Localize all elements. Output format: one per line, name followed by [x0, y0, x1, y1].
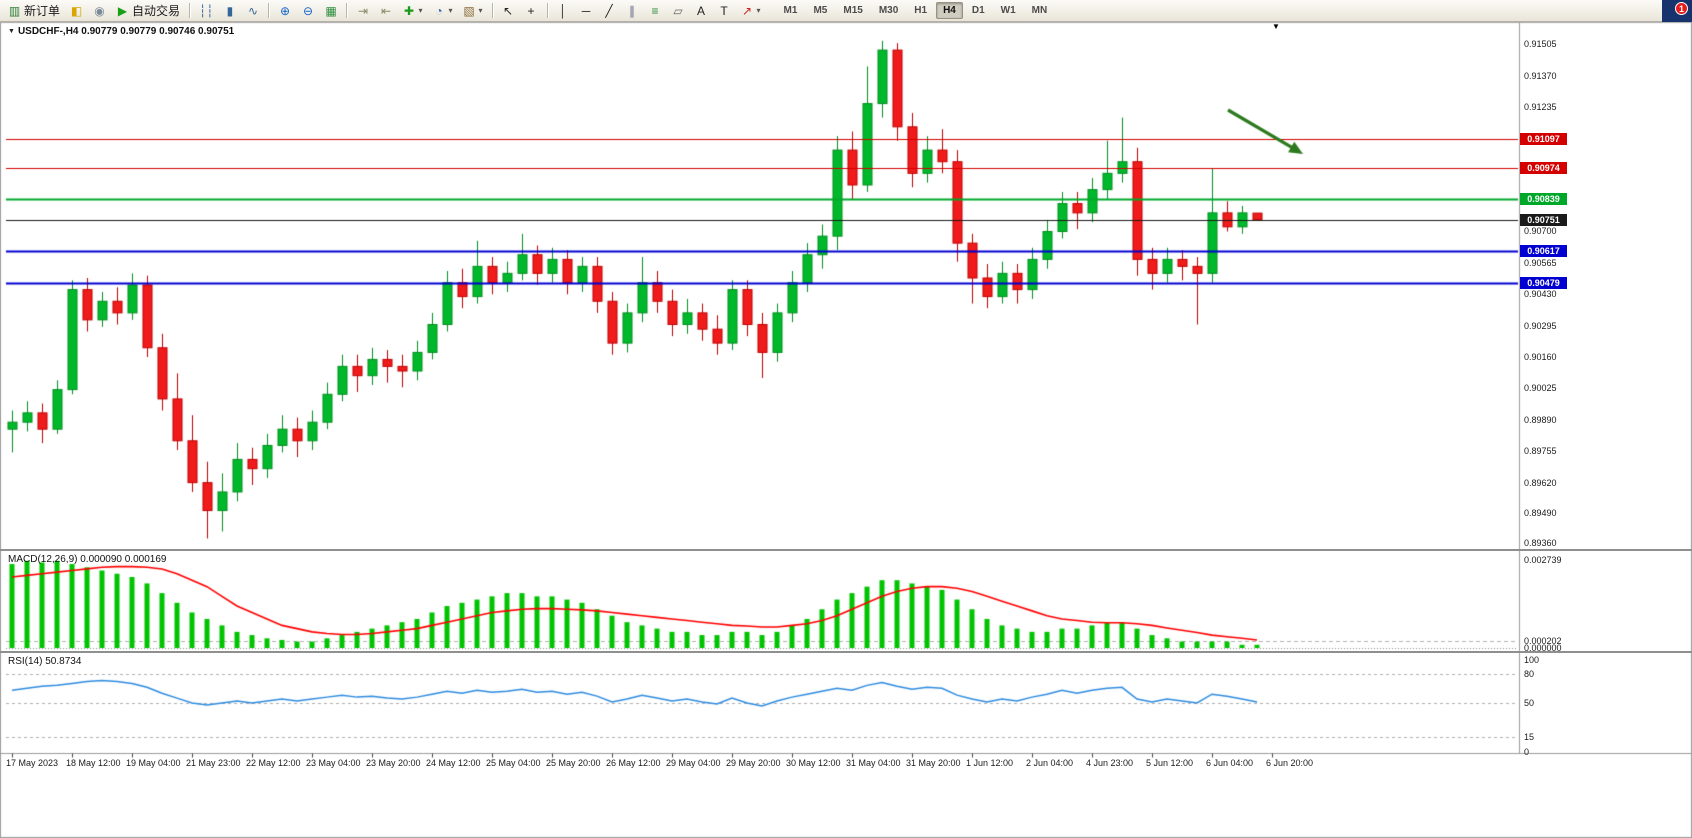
templates-icon: ▧ — [463, 3, 475, 18]
label-tool-button[interactable]: T — [714, 2, 735, 20]
fibonacci-tool-button[interactable]: ≡ — [645, 2, 666, 20]
tile-windows-icon: ▦ — [325, 3, 337, 18]
toolbar: ▥ 新订单 ◧ ◉ ▶ 自动交易 ┆┆ ▮ ∿ ⊕ ⊖ ▦ ⇥ ⇤ ✚ ▾ ◔ ▾ ▧ ▾ ↖ + │ ─ ╱ ∥ ≡ ▱ A T ↗ ▾ M… — [0, 0, 1692, 22]
vertical-line-icon: │ — [559, 3, 567, 18]
trendline-icon: ╱ — [605, 3, 613, 18]
scroll-to-end-marker: ▼ — [1272, 22, 1280, 31]
arrows-tool-button[interactable]: ↗ ▾ — [737, 2, 765, 20]
chevron-down-icon: ▾ — [448, 6, 453, 15]
chart-shift-icon: ⇤ — [380, 3, 392, 18]
line-chart-icon: ∿ — [247, 3, 259, 18]
notification-badge[interactable]: 1 — [1675, 2, 1688, 15]
timeframe-h4-button[interactable]: H4 — [936, 2, 963, 19]
label-icon: T — [720, 3, 728, 18]
new-order-button[interactable]: ▥ 新订单 — [4, 2, 64, 20]
chevron-down-icon: ▾ — [418, 6, 423, 15]
shapes-icon: ▱ — [673, 3, 683, 18]
crosshair-icon: + — [527, 3, 535, 18]
channel-icon: ∥ — [629, 3, 636, 18]
candlestick-icon: ▮ — [226, 3, 234, 18]
data-window-icon: ◉ — [94, 3, 105, 18]
auto-trading-label: 自动交易 — [132, 4, 181, 18]
chart-window-menu-icon[interactable]: ▼ — [8, 28, 15, 35]
timeframe-m30-button[interactable]: M30 — [878, 5, 899, 16]
timeframe-mn-button[interactable]: MN — [1031, 5, 1048, 16]
notification-corner[interactable]: 1 — [1662, 0, 1692, 22]
chart-shift-button[interactable]: ⇤ — [375, 2, 396, 20]
rsi-header-text: RSI(14) 50.8734 — [8, 656, 82, 667]
auto-scroll-button[interactable]: ⇥ — [352, 2, 373, 20]
chart-title-bar: ▼ USDCHF-,H4 0.90779 0.90779 0.90746 0.90… — [8, 26, 234, 37]
periods-button[interactable]: ◔ ▾ — [429, 2, 457, 20]
zoom-out-button[interactable]: ⊖ — [297, 2, 318, 20]
bar-chart-mode-button[interactable]: ┆┆ — [195, 2, 217, 20]
chevron-down-icon: ▾ — [478, 6, 483, 15]
zoom-in-button[interactable]: ⊕ — [274, 2, 295, 20]
ohlc-values: 0.90779 0.90779 0.90746 0.90751 — [81, 26, 235, 37]
line-chart-mode-button[interactable]: ∿ — [242, 2, 263, 20]
indicators-button[interactable]: ✚ ▾ — [398, 2, 426, 20]
timeframe-bar: M1 M5 M15 M30 H1 H4 D1 W1 MN — [776, 2, 1056, 19]
new-order-icon: ▥ — [8, 3, 21, 18]
vertical-line-tool-button[interactable]: │ — [553, 2, 574, 20]
toolbar-separator — [491, 3, 493, 18]
bar-chart-icon: ┆┆ — [199, 3, 214, 18]
horizontal-line-icon: ─ — [581, 3, 591, 18]
symbol-title: USDCHF-,H4 — [17, 26, 79, 37]
crosshair-button[interactable]: + — [521, 2, 542, 20]
cursor-button[interactable]: ↖ — [498, 2, 519, 20]
channel-tool-button[interactable]: ∥ — [622, 2, 643, 20]
market-watch-icon: ◧ — [70, 3, 83, 18]
cursor-icon: ↖ — [503, 3, 514, 18]
macd-header-text: MACD(12,26,9) 0.000090 0.000169 — [8, 554, 167, 565]
pane-splitter-macd[interactable] — [0, 549, 1692, 551]
auto-trading-icon: ▶ — [117, 3, 128, 18]
tile-windows-button[interactable]: ▦ — [320, 2, 341, 20]
auto-scroll-icon: ⇥ — [357, 3, 369, 18]
new-order-label: 新订单 — [24, 4, 61, 18]
pane-splitter-rsi[interactable] — [0, 651, 1692, 653]
text-tool-button[interactable]: A — [691, 2, 712, 20]
timeframe-w1-button[interactable]: W1 — [1000, 5, 1016, 16]
toolbar-separator — [268, 3, 270, 18]
macd-header: MACD(12,26,9) 0.000090 0.000169 — [8, 554, 166, 565]
timeframe-m15-button[interactable]: M15 — [843, 5, 863, 16]
data-window-button[interactable]: ◉ — [89, 2, 110, 20]
indicators-icon: ✚ — [403, 3, 415, 18]
timeframe-d1-button[interactable]: D1 — [971, 5, 985, 16]
trendline-tool-button[interactable]: ╱ — [599, 2, 620, 20]
timeframe-m5-button[interactable]: M5 — [813, 5, 828, 16]
periods-icon: ◔ — [435, 3, 443, 18]
toolbar-buttons: ▥ 新订单 ◧ ◉ ▶ 自动交易 ┆┆ ▮ ∿ ⊕ ⊖ ▦ ⇥ ⇤ ✚ ▾ ◔ ▾ ▧ ▾ ↖ + │ ─ ╱ ∥ ≡ ▱ A T ↗ ▾ — [3, 2, 766, 20]
toolbar-separator — [346, 3, 348, 18]
timeframe-h1-button[interactable]: H1 — [914, 5, 928, 16]
horizontal-line-tool-button[interactable]: ─ — [576, 2, 597, 20]
timeframe-m1-button[interactable]: M1 — [783, 5, 798, 16]
rsi-header: RSI(14) 50.8734 — [8, 656, 81, 667]
candle-chart-mode-button[interactable]: ▮ — [219, 2, 240, 20]
market-watch-button[interactable]: ◧ — [66, 2, 87, 20]
toolbar-separator — [189, 3, 191, 18]
zoom-out-icon: ⊖ — [302, 3, 314, 18]
auto-trading-button[interactable]: ▶ 自动交易 — [112, 2, 184, 20]
shapes-tool-button[interactable]: ▱ — [668, 2, 689, 20]
fibonacci-icon: ≡ — [651, 3, 659, 18]
arrow-icon: ↗ — [742, 3, 753, 18]
zoom-in-icon: ⊕ — [279, 3, 291, 18]
text-icon: A — [697, 3, 706, 18]
templates-button[interactable]: ▧ ▾ — [459, 2, 487, 20]
chevron-down-icon: ▾ — [756, 6, 761, 15]
toolbar-separator — [546, 3, 548, 18]
